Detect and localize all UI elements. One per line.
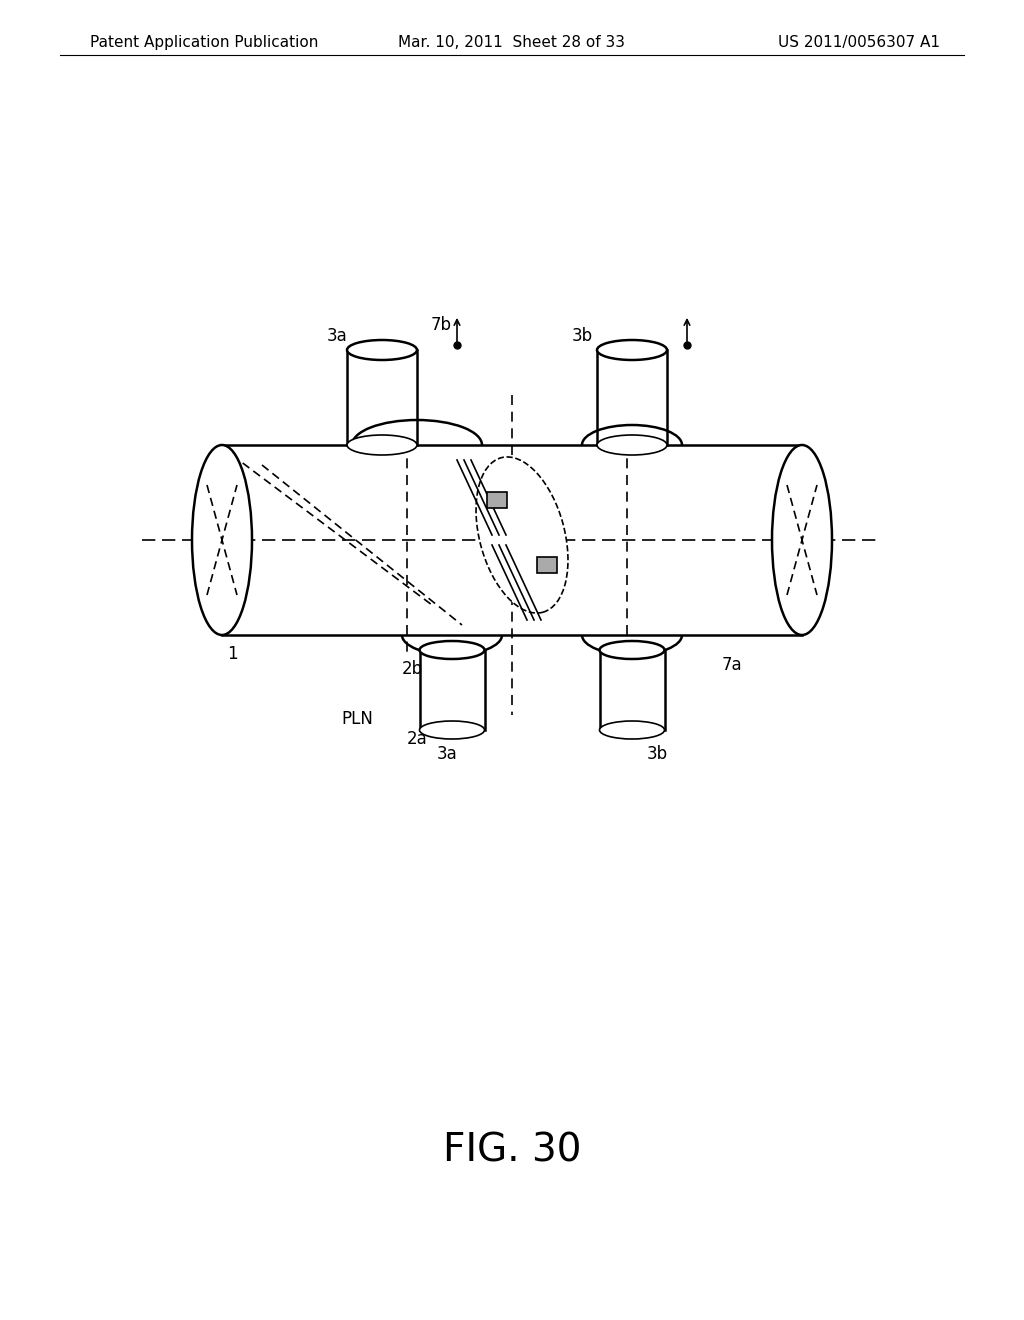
Text: 3b: 3b — [646, 744, 668, 763]
Text: 3a: 3a — [436, 744, 458, 763]
Text: 3b: 3b — [571, 327, 593, 345]
Text: Patent Application Publication: Patent Application Publication — [90, 36, 318, 50]
Text: Mar. 10, 2011  Sheet 28 of 33: Mar. 10, 2011 Sheet 28 of 33 — [398, 36, 626, 50]
Ellipse shape — [420, 721, 484, 739]
FancyBboxPatch shape — [487, 492, 507, 508]
Text: 1: 1 — [226, 645, 238, 663]
Ellipse shape — [193, 445, 252, 635]
Text: 7b: 7b — [431, 315, 452, 334]
Text: US 2011/0056307 A1: US 2011/0056307 A1 — [778, 36, 940, 50]
FancyBboxPatch shape — [537, 557, 557, 573]
Ellipse shape — [347, 436, 417, 455]
Text: 3a: 3a — [327, 327, 347, 345]
FancyBboxPatch shape — [420, 649, 485, 730]
Ellipse shape — [420, 642, 484, 659]
Ellipse shape — [347, 341, 417, 360]
Ellipse shape — [599, 721, 665, 739]
Text: FIG. 30: FIG. 30 — [442, 1131, 582, 1170]
Ellipse shape — [772, 445, 831, 635]
Ellipse shape — [597, 436, 667, 455]
Ellipse shape — [599, 642, 665, 659]
Ellipse shape — [597, 341, 667, 360]
FancyBboxPatch shape — [347, 350, 417, 445]
Ellipse shape — [476, 457, 568, 612]
Text: 7a: 7a — [722, 656, 742, 675]
FancyBboxPatch shape — [600, 649, 665, 730]
Text: 2a: 2a — [407, 730, 427, 748]
Text: PLN: PLN — [341, 710, 373, 729]
FancyBboxPatch shape — [597, 350, 667, 445]
Text: 2b: 2b — [401, 660, 423, 678]
